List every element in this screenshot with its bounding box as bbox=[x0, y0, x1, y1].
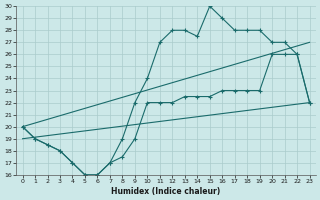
X-axis label: Humidex (Indice chaleur): Humidex (Indice chaleur) bbox=[111, 187, 221, 196]
